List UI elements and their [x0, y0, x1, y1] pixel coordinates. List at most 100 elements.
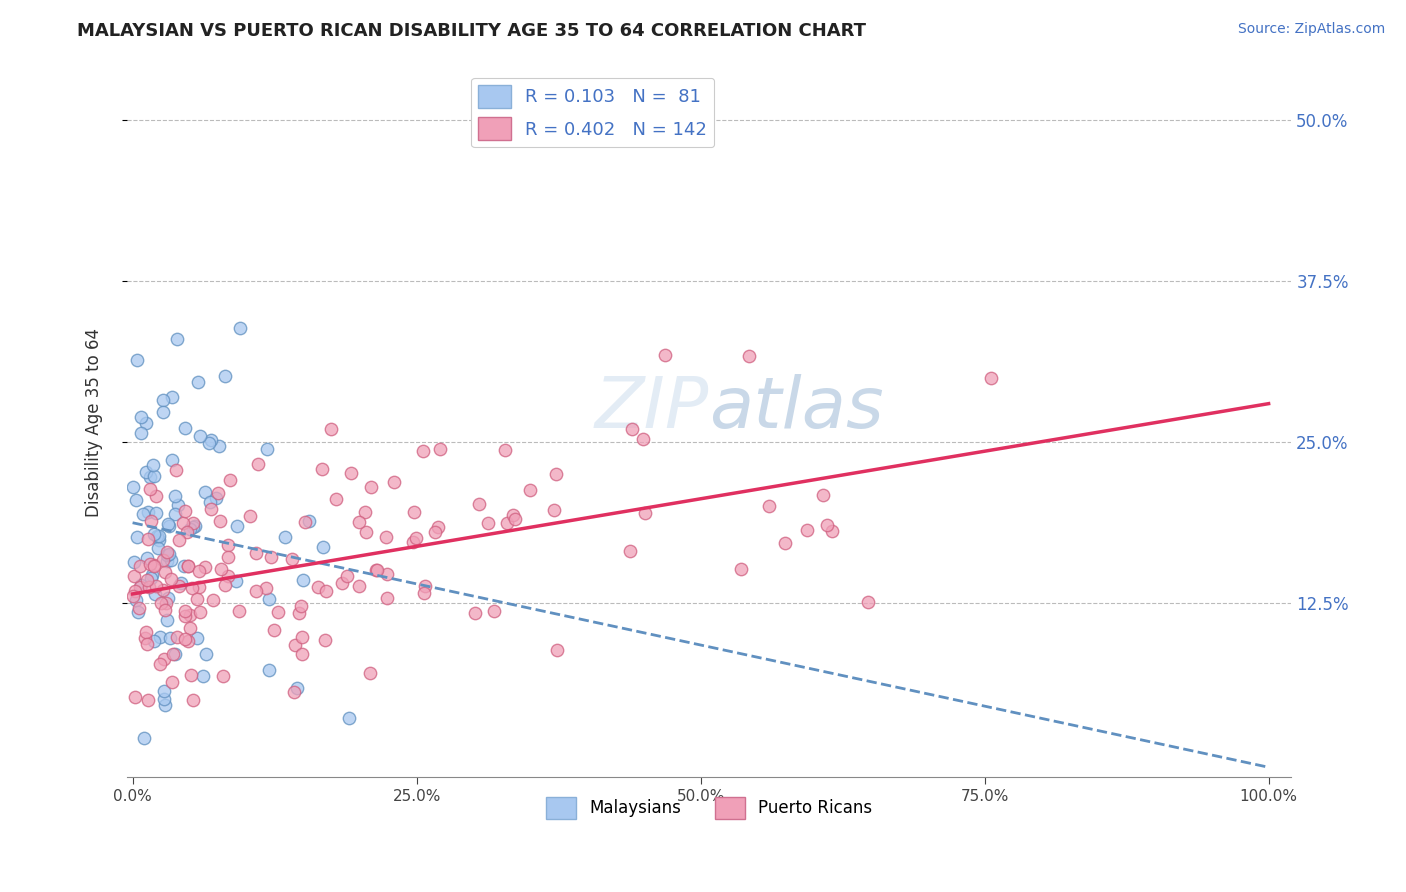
Point [340, 466, 363, 480]
Point [152, 583, 174, 598]
Point [129, 578, 152, 592]
Point [194, 648, 217, 662]
Point [125, 593, 148, 607]
Point [179, 621, 201, 635]
Point [174, 504, 197, 518]
Point [136, 505, 159, 519]
Point [311, 462, 333, 476]
Point [152, 405, 174, 419]
Point [494, 442, 516, 457]
Point [291, 574, 314, 588]
Point [173, 559, 195, 574]
Point [160, 452, 183, 467]
Point [188, 429, 211, 443]
Point [181, 692, 204, 706]
Point [267, 605, 290, 619]
Point [402, 535, 425, 549]
Point [135, 416, 157, 430]
Point [152, 553, 174, 567]
Point [156, 516, 179, 531]
Point [239, 509, 262, 524]
Point [374, 530, 396, 544]
Point [546, 643, 568, 657]
Point [129, 425, 152, 440]
Point [160, 572, 183, 586]
Point [139, 571, 162, 585]
Point [287, 681, 309, 695]
Point [166, 332, 188, 346]
Point [141, 568, 163, 582]
Point [214, 369, 236, 384]
Point [979, 371, 1001, 385]
Point [153, 603, 176, 617]
Point [128, 580, 150, 594]
Point [163, 648, 186, 662]
Point [181, 581, 204, 595]
Point [180, 667, 202, 681]
Point [382, 475, 405, 489]
Point [291, 630, 314, 644]
Point [143, 587, 166, 601]
Point [124, 583, 146, 598]
Point [145, 579, 167, 593]
Point [544, 467, 567, 481]
Point [307, 580, 329, 594]
Point [821, 524, 844, 538]
Point [219, 473, 242, 487]
Point [166, 499, 188, 513]
Point [194, 485, 217, 500]
Point [167, 533, 190, 547]
Point [209, 562, 232, 576]
Point [217, 538, 239, 552]
Point [226, 519, 249, 533]
Point [145, 506, 167, 520]
Point [254, 581, 277, 595]
Point [815, 517, 838, 532]
Point [259, 549, 281, 564]
Point [148, 541, 170, 555]
Point [157, 547, 180, 561]
Point [281, 552, 304, 566]
Point [482, 604, 505, 618]
Point [283, 685, 305, 699]
Point [170, 575, 193, 590]
Point [160, 675, 183, 690]
Point [347, 516, 370, 530]
Point [225, 574, 247, 588]
Point [364, 563, 387, 577]
Point [149, 630, 172, 644]
Point [172, 516, 194, 530]
Point [165, 463, 187, 477]
Point [121, 480, 143, 494]
Point [200, 434, 222, 448]
Point [375, 567, 398, 582]
Point [633, 432, 655, 446]
Point [160, 390, 183, 404]
Point [139, 470, 162, 484]
Point [621, 422, 644, 436]
Point [183, 520, 205, 534]
Point [464, 606, 486, 620]
Point [138, 557, 160, 571]
Point [174, 609, 197, 624]
Point [321, 421, 343, 435]
Point [136, 551, 159, 566]
Point [176, 524, 198, 539]
Point [135, 465, 157, 479]
Point [142, 558, 165, 573]
Point [128, 601, 150, 615]
Point [141, 514, 163, 528]
Point [155, 596, 177, 610]
Point [173, 632, 195, 646]
Point [201, 593, 224, 607]
Point [152, 392, 174, 407]
Text: Source: ZipAtlas.com: Source: ZipAtlas.com [1237, 22, 1385, 37]
Point [148, 533, 170, 547]
Point [128, 558, 150, 573]
Point [212, 668, 235, 682]
Point [134, 631, 156, 645]
Point [162, 647, 184, 661]
Point [811, 488, 834, 502]
Point [284, 638, 307, 652]
Point [273, 530, 295, 544]
